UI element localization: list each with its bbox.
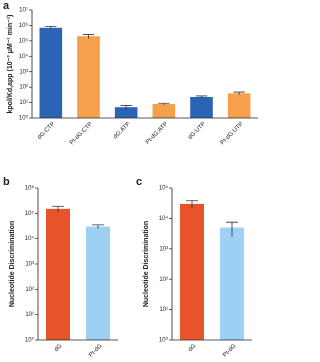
panel-label: b	[3, 176, 10, 188]
error-bar	[195, 95, 208, 99]
y-tick-label: 10⁴	[159, 215, 169, 222]
y-tick-label: 10⁴	[19, 53, 29, 60]
y-tick-label: 10⁷	[19, 7, 28, 14]
error-bar	[92, 224, 104, 229]
error-bar	[120, 105, 132, 110]
x-tick-label: Pt-dG:ATP	[145, 121, 169, 145]
y-axis-label: kpol/Kd,app (10⁻³ μM⁻¹ min⁻¹)	[7, 15, 14, 114]
error-bar	[186, 200, 198, 208]
bar	[190, 96, 213, 118]
error-bar	[45, 26, 57, 30]
x-tick-label: dG:CTP	[37, 121, 57, 141]
x-tick-label: dG	[188, 343, 198, 353]
y-tick-label: 10⁵	[25, 210, 35, 217]
y-tick-label: 10⁵	[19, 37, 29, 44]
x-tick-label: Pt-dG	[88, 343, 104, 359]
x-tick-label: dG:UTP	[187, 121, 207, 141]
y-tick-label: 10³	[19, 69, 28, 75]
axes	[171, 188, 252, 341]
bar	[114, 107, 138, 118]
y-axis-label: Nucleotide Discrimination	[143, 221, 150, 307]
y-axis-label: Nucleotide Discrimination	[9, 221, 16, 307]
x-tick-label: Pt-dG:UTP	[220, 121, 245, 146]
x-tick-label: dG:ATP	[113, 121, 132, 140]
bar	[152, 104, 176, 118]
x-tick-label: Pt-dG:CTP	[69, 121, 94, 146]
y-tick-label: 10²	[159, 277, 168, 283]
y-tick-label: 10⁰	[19, 115, 29, 122]
panel-label: a	[3, 0, 10, 12]
bar	[180, 203, 204, 340]
bar	[220, 227, 244, 340]
y-tick-label: 10¹	[19, 100, 28, 106]
error-bar	[82, 34, 95, 39]
bar	[86, 226, 110, 340]
error-bar	[226, 221, 238, 237]
bar	[39, 27, 63, 118]
error-bar	[158, 102, 170, 105]
y-tick-label: 10²	[19, 85, 28, 91]
error-bar	[233, 91, 245, 95]
y-tick-label: 10⁰	[25, 337, 35, 344]
y-tick-label: 10⁴	[25, 235, 35, 242]
y-tick-label: 10³	[159, 246, 168, 252]
bar	[77, 36, 100, 119]
x-tick-label: dG	[54, 343, 64, 353]
y-tick-label: 10⁰	[159, 337, 169, 344]
x-tick-label: Pt-dG	[222, 343, 238, 359]
y-tick-label: 10⁶	[25, 185, 35, 192]
y-tick-label: 10¹	[25, 312, 34, 318]
y-tick-label: 10⁵	[159, 185, 169, 192]
axes	[37, 188, 118, 341]
axes	[31, 10, 258, 119]
y-tick-label: 10²	[25, 287, 34, 293]
bar	[46, 208, 70, 340]
y-tick-label: 10¹	[159, 307, 168, 313]
figure: a kpol/Kd,app (10⁻³ μM⁻¹ min⁻¹) 10⁰ 10¹ 10² 1…	[3, 0, 258, 359]
bar	[227, 93, 251, 118]
panel-label: c	[136, 176, 142, 188]
y-tick-label: 10⁶	[19, 22, 29, 29]
y-tick-label: 10³	[25, 262, 34, 268]
error-bar	[52, 205, 64, 213]
